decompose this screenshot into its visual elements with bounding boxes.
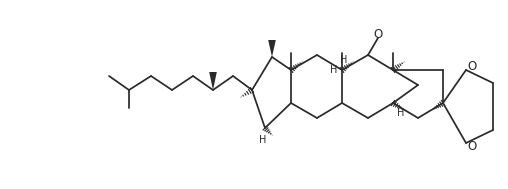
Text: H: H bbox=[259, 135, 267, 145]
Text: H: H bbox=[330, 65, 338, 75]
Text: O: O bbox=[373, 29, 383, 42]
Text: O: O bbox=[467, 139, 477, 153]
Polygon shape bbox=[209, 72, 217, 90]
Text: H: H bbox=[340, 55, 347, 65]
Text: O: O bbox=[467, 60, 477, 74]
Polygon shape bbox=[268, 40, 276, 57]
Text: H: H bbox=[397, 108, 405, 118]
